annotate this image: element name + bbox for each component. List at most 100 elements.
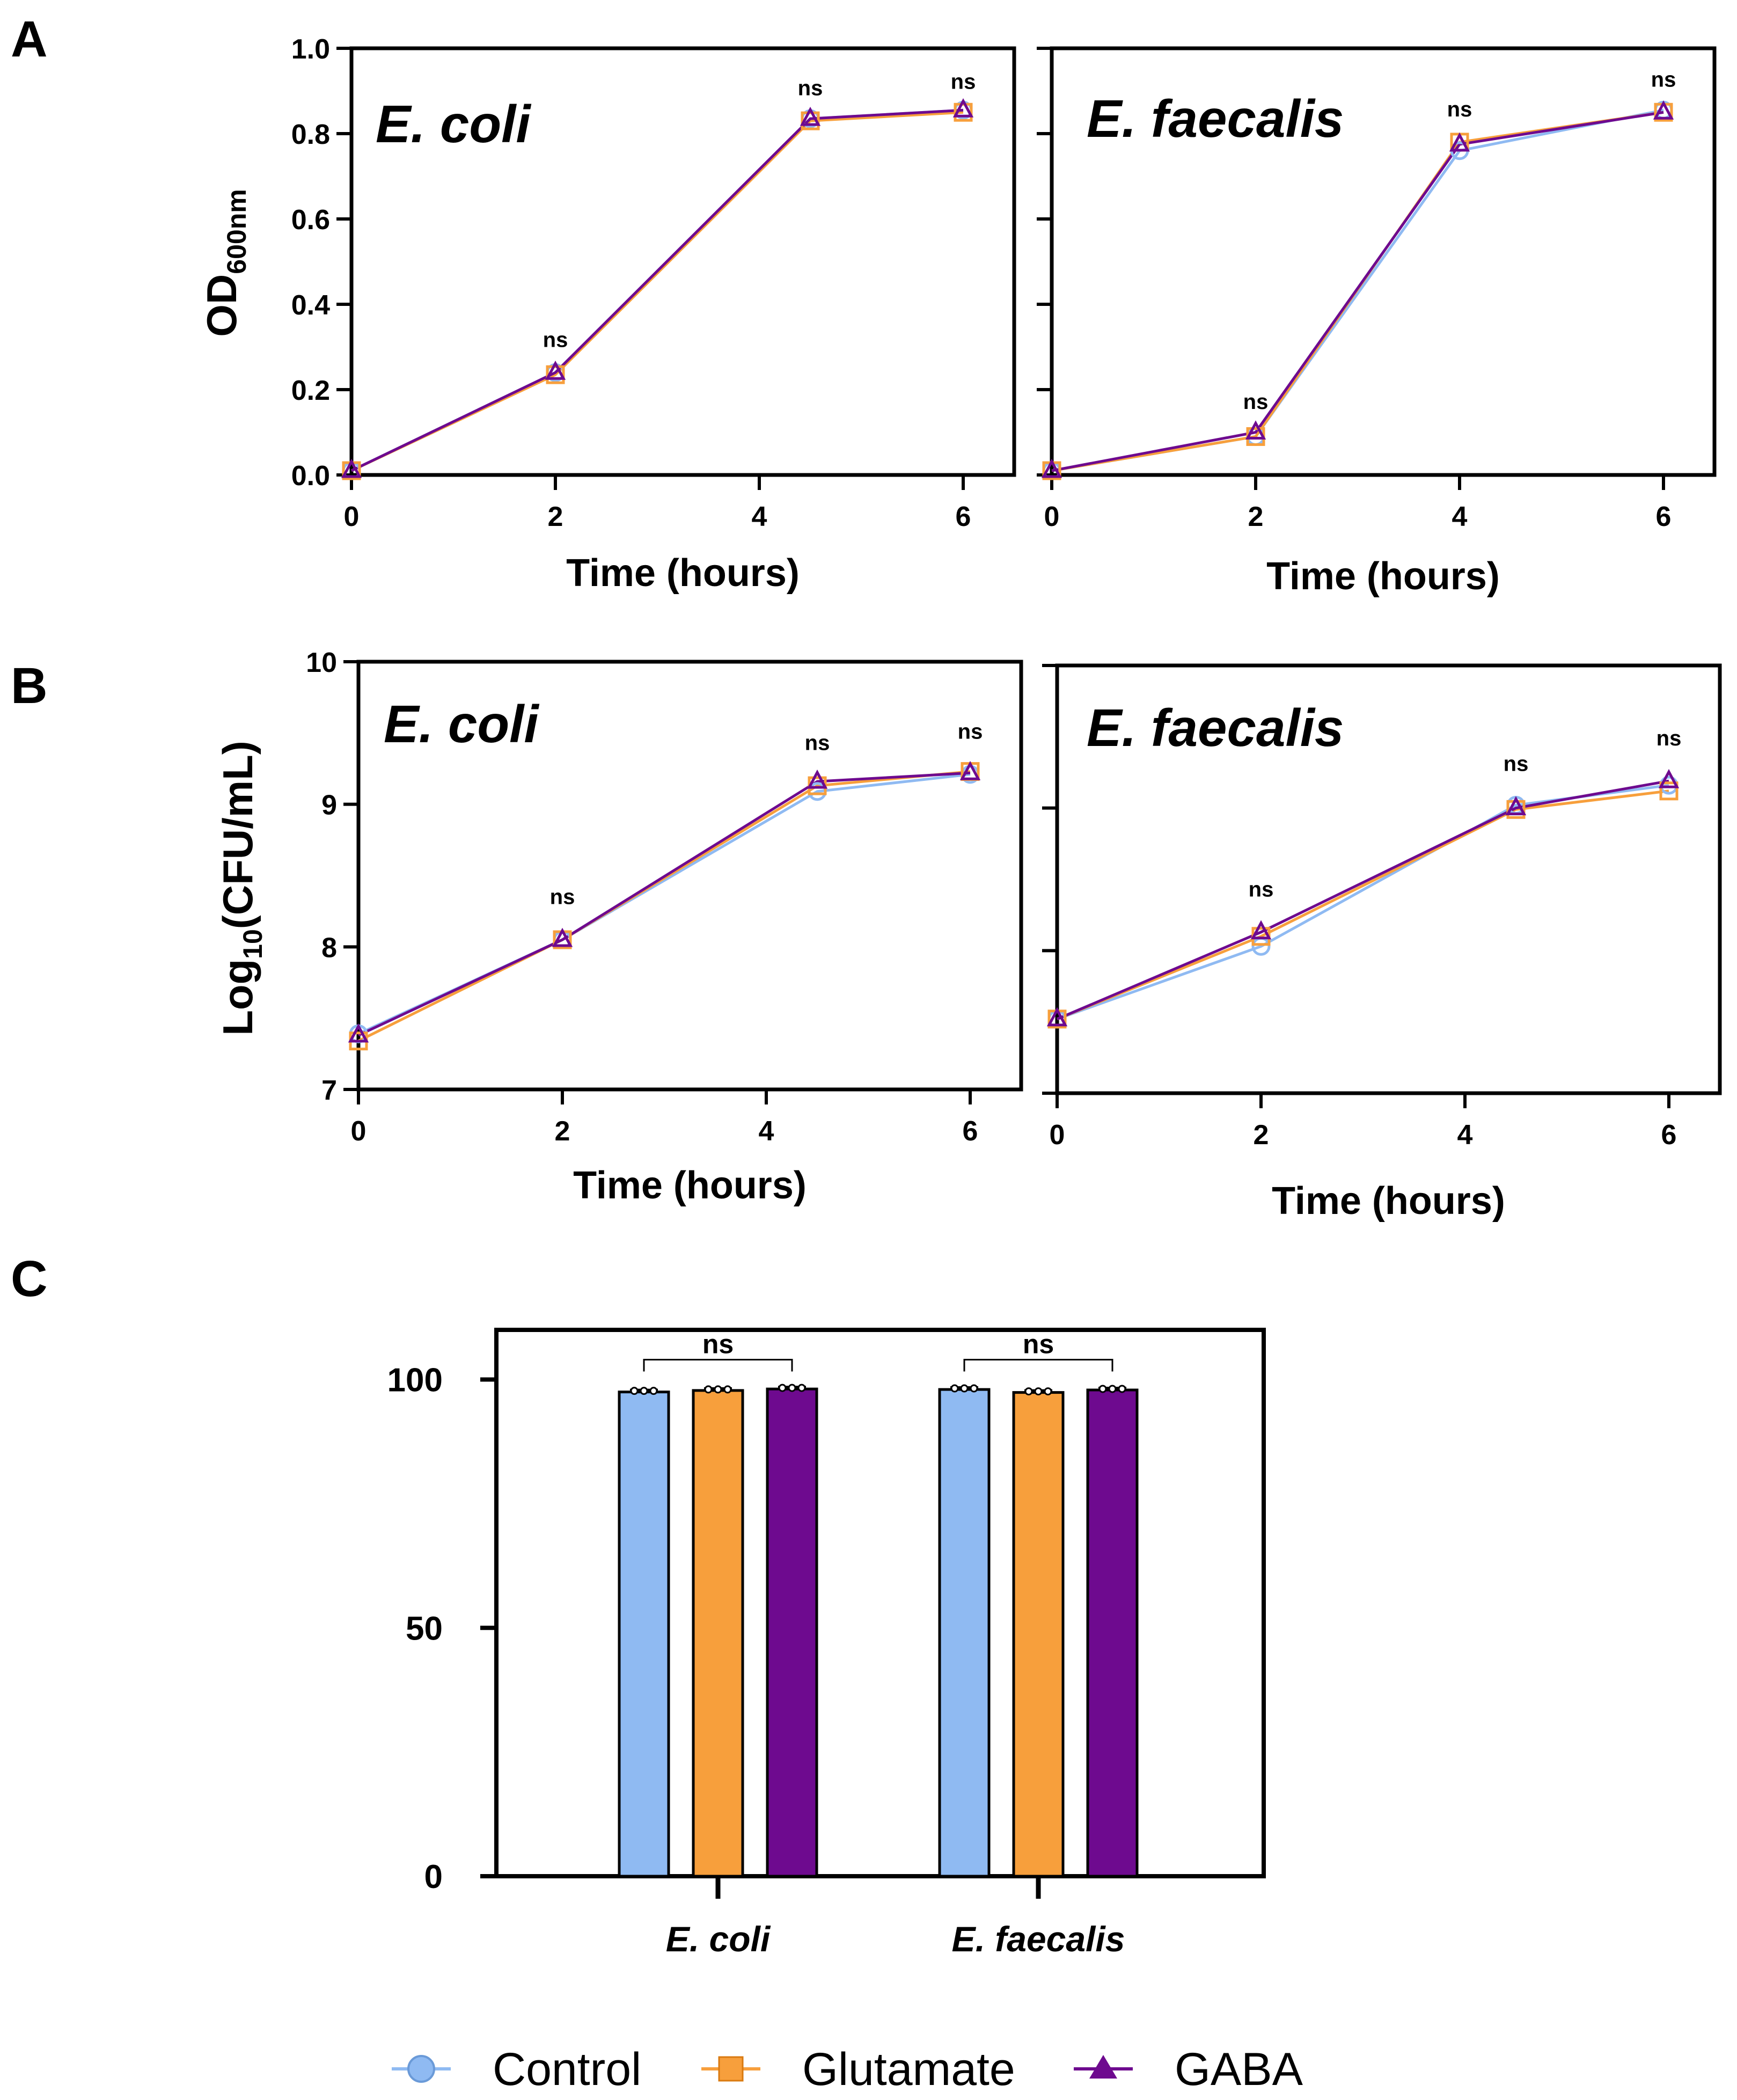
replicate-dot: [649, 1387, 658, 1395]
legend: Control Glutamate GABA: [392, 2044, 1303, 2095]
data-point-gaba: [807, 769, 828, 789]
y-tick-label: 50: [406, 1610, 443, 1647]
significance-label: ns: [958, 720, 983, 743]
y-tick-label: 0.4: [291, 290, 330, 321]
data-point-gaba: [1653, 100, 1674, 120]
significance-bracket: [643, 1359, 793, 1372]
data-point-gaba: [545, 360, 566, 380]
significance-bracket: [963, 1359, 1113, 1372]
y-tick-label: 8: [321, 932, 337, 963]
x-axis-label-B-ecoli: Time (hours): [573, 1164, 807, 1207]
replicate-dot: [630, 1387, 639, 1395]
significance-label: ns: [1447, 98, 1472, 121]
replicate-dot: [788, 1384, 796, 1392]
chart-title-A-ecoli: E. coli: [376, 94, 531, 153]
x-tick-label: 0: [1044, 501, 1060, 532]
plot-frame-bars: [494, 1328, 1266, 1878]
y-tick-label: 0.6: [291, 204, 330, 236]
x-tick-label: 2: [555, 1116, 570, 1147]
replicate-dot: [797, 1384, 806, 1392]
series-line-gaba: [1051, 111, 1664, 472]
data-point-gaba: [959, 760, 981, 780]
y-axis-label-sub: 10: [238, 929, 268, 959]
replicate-dot: [970, 1384, 978, 1393]
x-tick-label: 4: [1457, 1119, 1473, 1151]
series-line-glutamate: [350, 111, 964, 472]
significance-label: ns: [1243, 390, 1269, 414]
plot-frame-A-efaecalis: [1050, 46, 1717, 477]
legend-marker-triangle: [1089, 2055, 1117, 2079]
significance-label: ns: [805, 731, 830, 755]
data-point-gaba: [952, 98, 974, 118]
x-axis-label-A-ecoli: Time (hours): [566, 552, 800, 595]
series-lines-layer: [350, 108, 1669, 1042]
significance-label: ns: [951, 70, 976, 94]
y-tick-label: 0.2: [291, 375, 330, 406]
plot-frame-B-efaecalis: [1055, 663, 1722, 1095]
series-line-glutamate: [357, 770, 971, 1042]
significance-label: ns: [543, 328, 568, 352]
y-tick-label: 0.0: [291, 460, 330, 492]
significance-label: ns: [798, 76, 823, 100]
x-tick-label: 6: [1661, 1119, 1677, 1151]
significance-label: ns: [702, 1329, 734, 1359]
data-point-gaba: [1245, 420, 1266, 440]
y-tick-label: 9: [321, 790, 337, 821]
x-tick-label: 2: [1254, 1119, 1269, 1151]
replicate-dot: [960, 1384, 969, 1393]
y-tick-label: 0.8: [291, 119, 330, 150]
legend-label: Glutamate: [802, 2044, 1015, 2095]
series-line-gaba: [357, 771, 971, 1037]
chart-title-A-efaecalis: E. faecalis: [1087, 89, 1344, 148]
y-tick-label: 100: [387, 1362, 443, 1399]
y-tick-label: 10: [306, 647, 337, 678]
data-point-gaba: [800, 106, 821, 126]
panel-label-a: A: [11, 11, 48, 68]
text-layer: 0 2 4 6 0.0 0.2 0.4 0.6 0.8 1.0 OD600nm Time (hours…: [198, 34, 1681, 1959]
significance-label: ns: [1249, 877, 1274, 901]
x-tick-label: 0: [1050, 1119, 1065, 1151]
y-axis-label-main: OD: [198, 274, 245, 337]
x-axis-label-B-efaecalis: Time (hours): [1272, 1180, 1505, 1223]
series-line-control: [350, 108, 964, 472]
legend-label: GABA: [1175, 2044, 1303, 2095]
data-point-gaba: [1041, 458, 1062, 478]
replicate-dot: [640, 1387, 648, 1395]
replicate-dot: [1098, 1385, 1107, 1393]
x-tick-label: 2: [548, 501, 563, 532]
x-axis-label-A-efaecalis: Time (hours): [1266, 555, 1500, 598]
x-category-label: E. faecalis: [952, 1919, 1125, 1959]
replicate-dot: [714, 1385, 722, 1394]
x-tick-label: 0: [351, 1116, 367, 1147]
chart-title-B-ecoli: E. coli: [384, 694, 539, 753]
data-point-glutamate: [1659, 781, 1679, 801]
data-point-gaba: [552, 927, 573, 947]
replicate-dot: [778, 1384, 787, 1392]
chart-title-B-efaecalis: E. faecalis: [1087, 698, 1344, 757]
panel-label-b: B: [11, 657, 48, 714]
x-tick-label: 2: [1248, 501, 1264, 532]
significance-label: ns: [1504, 752, 1529, 776]
data-point-gaba: [1046, 1007, 1068, 1027]
x-tick-label: 4: [759, 1116, 774, 1147]
series-line-glutamate: [1051, 111, 1664, 472]
x-tick-label: 6: [1656, 501, 1672, 532]
replicate-dot: [1044, 1387, 1052, 1396]
data-point-gaba: [341, 458, 362, 478]
x-tick-label: 6: [963, 1116, 978, 1147]
y-axis-label-sub: 600nm: [222, 189, 252, 274]
series-line-gaba: [350, 108, 964, 472]
data-point-glutamate: [546, 365, 565, 384]
y-axis-label-B-ecoli: Log10(CFU/mL): [214, 741, 268, 1036]
replicate-dot: [1034, 1387, 1043, 1396]
replicate-dot: [1118, 1385, 1126, 1393]
bar-gaba: [1086, 1388, 1139, 1878]
significance-label: ns: [550, 886, 575, 909]
data-point-glutamate: [954, 103, 973, 122]
replicate-dot: [1108, 1385, 1117, 1393]
plot-frame-A-ecoli: [349, 46, 1016, 477]
x-tick-label: 4: [752, 501, 767, 532]
y-axis-label-A-ecoli: OD600nm: [198, 189, 252, 336]
y-tick-label: 1.0: [291, 34, 330, 65]
legend-marker-square: [718, 2056, 744, 2082]
